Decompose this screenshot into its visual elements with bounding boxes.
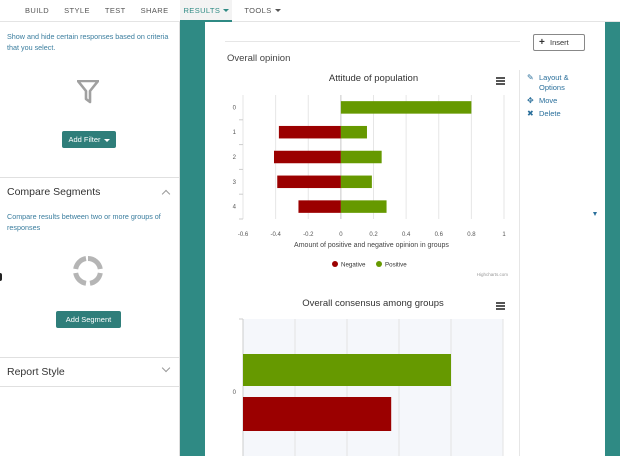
chevron-down-icon[interactable] [593, 212, 597, 216]
delete-label: Delete [539, 109, 561, 118]
charts-svg: Attitude of population -0.6 -0.4 -0.2 0 0.2 0.… [233, 73, 509, 456]
bar-negative-0 [243, 397, 392, 431]
x-tick-label: -0.4 [270, 232, 281, 238]
bar-positive-0 [340, 101, 472, 114]
bar-negative-1 [278, 125, 341, 139]
legend-label-positive: Positive [385, 261, 407, 268]
delete-icon: ✖ [527, 109, 534, 118]
drag-handle[interactable] [0, 273, 2, 281]
report-canvas: + Insert Overall opinion ✎ Layout & Opti… [205, 22, 605, 456]
add-segment-button[interactable]: Add Segment [56, 311, 121, 339]
add-filter-label: Add Filter [68, 135, 101, 144]
section-title: Overall opinion [227, 53, 291, 64]
tab-build-label: BUILD [25, 5, 50, 15]
x-tick-label: 0.4 [402, 232, 411, 238]
divider [225, 41, 520, 42]
bar-negative-3 [277, 175, 341, 189]
bar-positive-1 [340, 125, 367, 139]
tab-build[interactable]: BUILD [22, 0, 52, 22]
tab-results-label: RESULTS [183, 5, 221, 15]
chevron-down-icon [274, 9, 281, 13]
legend-label-negative: Negative [341, 261, 366, 268]
y-tick-label: 2 [233, 155, 237, 161]
layout-options-action[interactable]: ✎ Layout & Options [527, 73, 587, 93]
y-tick-label: 0 [233, 105, 237, 111]
block-actions: ✎ Layout & Options ✥ Move ✖ Delete [527, 73, 587, 122]
chevron-down-icon[interactable] [161, 363, 171, 373]
insert-button[interactable]: + Insert [533, 34, 585, 51]
tab-style[interactable]: STYLE [61, 0, 93, 22]
chevron-down-icon [223, 9, 230, 13]
bar-negative-4 [298, 200, 341, 213]
delete-action[interactable]: ✖ Delete [527, 109, 587, 119]
compare-description: Compare results between two or more grou… [7, 212, 161, 232]
x-tick-label: 1 [502, 232, 506, 238]
x-tick-label: 0.2 [369, 232, 378, 238]
chart-menu-icon[interactable] [496, 77, 505, 85]
add-segment-label: Add Segment [65, 315, 112, 324]
top-nav: BUILD STYLE TEST SHARE RESULTS TOOLS [0, 0, 620, 22]
legend-marker-negative [332, 261, 338, 267]
chart-menu-icon[interactable] [496, 302, 505, 310]
divider [0, 386, 179, 387]
pencil-icon: ✎ [527, 73, 534, 82]
y-tick-label: 0 [233, 390, 237, 396]
teal-stripe-left [180, 22, 205, 456]
tab-tools-label: TOOLS [244, 5, 272, 15]
y-tick-label: 1 [233, 130, 237, 136]
tab-test[interactable]: TEST [102, 0, 129, 22]
chart-credits: Highcharts.com [477, 272, 509, 277]
divider [0, 357, 179, 358]
tab-share[interactable]: SHARE [138, 0, 172, 22]
chevron-down-icon [87, 335, 93, 339]
x-tick-label: -0.6 [238, 232, 249, 238]
x-tick-label: 0 [339, 232, 343, 238]
bar-positive-4 [340, 200, 387, 213]
x-axis-title: Amount of positive and negative opinion … [294, 242, 449, 249]
tab-tools[interactable]: TOOLS [241, 0, 283, 22]
plus-icon: + [539, 37, 545, 48]
tab-results[interactable]: RESULTS [180, 0, 233, 22]
segment-donut-icon [73, 256, 103, 286]
insert-label: Insert [550, 38, 569, 47]
teal-stripe-right [605, 22, 620, 456]
divider [0, 177, 179, 178]
chevron-down-icon [103, 138, 110, 142]
funnel-icon [77, 80, 99, 104]
filter-description: Show and hide certain responses based on… [7, 32, 169, 52]
bar-negative-2 [273, 150, 341, 164]
compare-segments-title[interactable]: Compare Segments [7, 186, 101, 198]
tab-style-label: STYLE [64, 5, 90, 15]
add-filter-button[interactable]: Add Filter [62, 131, 116, 148]
move-label: Move [539, 96, 558, 105]
tab-share-label: SHARE [140, 5, 169, 15]
bar-positive-2 [340, 150, 382, 164]
layout-options-label: Layout & Options [539, 73, 569, 92]
move-icon: ✥ [527, 96, 534, 105]
move-action[interactable]: ✥ Move [527, 96, 587, 106]
sidebar: Show and hide certain responses based on… [0, 22, 180, 456]
chevron-up-icon[interactable] [161, 189, 171, 199]
x-tick-label: 0.8 [467, 232, 476, 238]
y-tick-label: 4 [233, 205, 237, 211]
chart-title: Attitude of population [329, 73, 418, 84]
divider [519, 70, 520, 456]
x-tick-label: 0.6 [435, 232, 444, 238]
chart-title: Overall consensus among groups [302, 298, 444, 309]
x-tick-label: -0.2 [303, 232, 314, 238]
bar-positive-3 [340, 175, 372, 189]
plot-background [243, 319, 503, 456]
report-style-title[interactable]: Report Style [7, 366, 65, 378]
y-tick-label: 3 [233, 180, 237, 186]
legend-marker-positive [376, 261, 382, 267]
bar-positive-0 [243, 354, 451, 386]
tab-test-label: TEST [104, 5, 126, 15]
